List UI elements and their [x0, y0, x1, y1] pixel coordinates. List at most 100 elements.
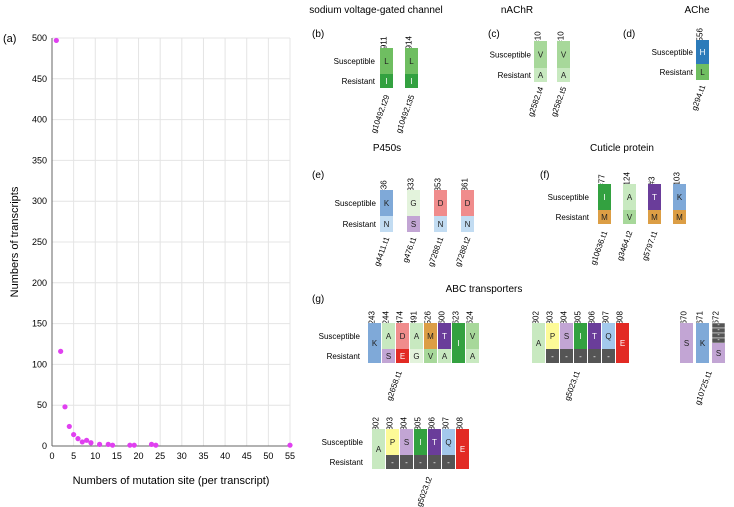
susceptible-cell [438, 323, 451, 349]
resistant-cell [396, 349, 409, 363]
susceptible-cell [400, 429, 413, 455]
susceptible-row-label: Susceptible [319, 332, 361, 341]
resistant-row-label: Resistant [660, 68, 694, 77]
susceptible-cell [410, 323, 423, 349]
resistant-residue: - [551, 352, 554, 361]
residue-column: #244 A S [382, 311, 395, 363]
residue-column: #307 Q - [442, 417, 455, 469]
position-label: #306 [428, 417, 437, 435]
resistant-cell [466, 349, 479, 363]
resistant-cell [414, 455, 427, 469]
position-label: #556 [696, 28, 705, 46]
merged-cell [696, 323, 709, 363]
data-point [109, 442, 116, 448]
residue-column: #305 I - [414, 417, 427, 469]
susceptible-row-label: Susceptible [652, 48, 694, 57]
residue-column: #10 V A [534, 31, 547, 82]
resistant-residue: S [386, 352, 391, 361]
position-label: #3 [648, 176, 657, 185]
y-axis-label: Numbers of transcripts [9, 186, 21, 297]
position-label: #353 [434, 178, 443, 196]
residue-column: #911 L I [380, 36, 393, 88]
position-label: #624 [466, 311, 475, 329]
susceptible-cell [534, 41, 547, 68]
resistant-cell [424, 349, 437, 363]
resistant-cell [442, 455, 455, 469]
panel-b: sodium voltage-gated channel (b) Susceptib… [309, 5, 442, 134]
resistant-residue: N [465, 220, 471, 229]
data-point [97, 441, 103, 447]
position-label: #304 [560, 311, 569, 329]
panel-title: nAChR [501, 5, 533, 16]
position-label: #303 [386, 417, 395, 435]
resistant-residue: A [561, 71, 567, 80]
susceptible-cell [588, 323, 601, 349]
resistant-cell [557, 68, 570, 82]
position-label: #526 [424, 311, 433, 329]
susceptible-residue: M [427, 332, 434, 341]
panel-c: nAChR (c) Susceptible Resistant #10 V Ag2582.t… [488, 5, 570, 118]
position-label: #124 [623, 172, 632, 190]
residue-column: #672----S [712, 311, 726, 363]
position-label: #308 [616, 311, 625, 329]
residue-column: #670 S [680, 311, 693, 363]
resistant-residue: L [700, 68, 705, 77]
susceptible-cell [442, 429, 455, 455]
position-label: #243 [368, 311, 377, 329]
data-point [71, 431, 77, 438]
susceptible-residue: L [409, 57, 414, 66]
susceptible-residue: P [390, 438, 395, 447]
susceptible-residue: G [410, 199, 416, 208]
panel-label: (d) [623, 29, 635, 40]
panel-label: (f) [540, 170, 549, 181]
resistant-cell [588, 349, 601, 363]
merged-cell [368, 323, 381, 363]
gene-label: g10636.t1 [589, 229, 610, 266]
resistant-row-label: Resistant [342, 77, 376, 86]
gap-mark: - [717, 327, 720, 334]
susceptible-row-label: Susceptible [335, 199, 377, 208]
susceptible-residue: T [442, 332, 447, 341]
x-tick-label: 50 [263, 451, 273, 461]
susceptible-residue: A [414, 332, 420, 341]
y-tick-label: 200 [32, 278, 47, 288]
residue-column: #526 M V [424, 311, 437, 363]
merged-residue: A [376, 445, 382, 454]
susceptible-cell [405, 48, 418, 74]
residue-column: #671 K [696, 311, 709, 363]
position-label: #302 [532, 311, 541, 329]
merged-residue: I [457, 339, 459, 348]
resistant-cell [461, 216, 474, 232]
position-label: #600 [438, 311, 447, 329]
residue-column: #914 L I [405, 36, 418, 88]
gene-label: g5023.t2 [415, 475, 434, 507]
panel-title: AChe [684, 5, 709, 16]
y-tick-label: 500 [32, 33, 47, 43]
resistant-residue: M [601, 213, 608, 222]
gene-label: g2658.t1 [385, 369, 404, 402]
susceptible-cell [623, 184, 636, 210]
abc-group: Susceptible Resistant #243 K #244 A S #474 D E #49… [319, 311, 479, 402]
residue-column: #302 A [372, 417, 385, 469]
susceptible-residue: A [627, 193, 633, 202]
resistant-cell [534, 68, 547, 82]
susceptible-cell [574, 323, 587, 349]
resistant-residue: A [470, 352, 476, 361]
resistant-residue: - [405, 458, 408, 467]
position-label: #623 [452, 311, 461, 329]
gene-label: g2582.t5 [549, 85, 568, 118]
resistant-row-label: Resistant [498, 71, 532, 80]
y-tick-label: 300 [32, 196, 47, 206]
resistant-row-label: Resistant [327, 352, 361, 361]
susceptible-cell [414, 429, 427, 455]
residue-column: #303 P - [386, 417, 399, 469]
position-label: #305 [574, 311, 583, 329]
susceptible-row-label: Susceptible [322, 438, 364, 447]
residue-column: #623 I [452, 311, 465, 363]
residue-column: #353 D N [434, 178, 447, 232]
susceptible-residue: D [465, 199, 471, 208]
gene-label: g10725.t1 [693, 369, 714, 406]
residue-column: #305 I - [574, 311, 587, 363]
panel-e: P450s (e) Susceptible Resistant #36 K Ng4411.t… [312, 143, 474, 268]
